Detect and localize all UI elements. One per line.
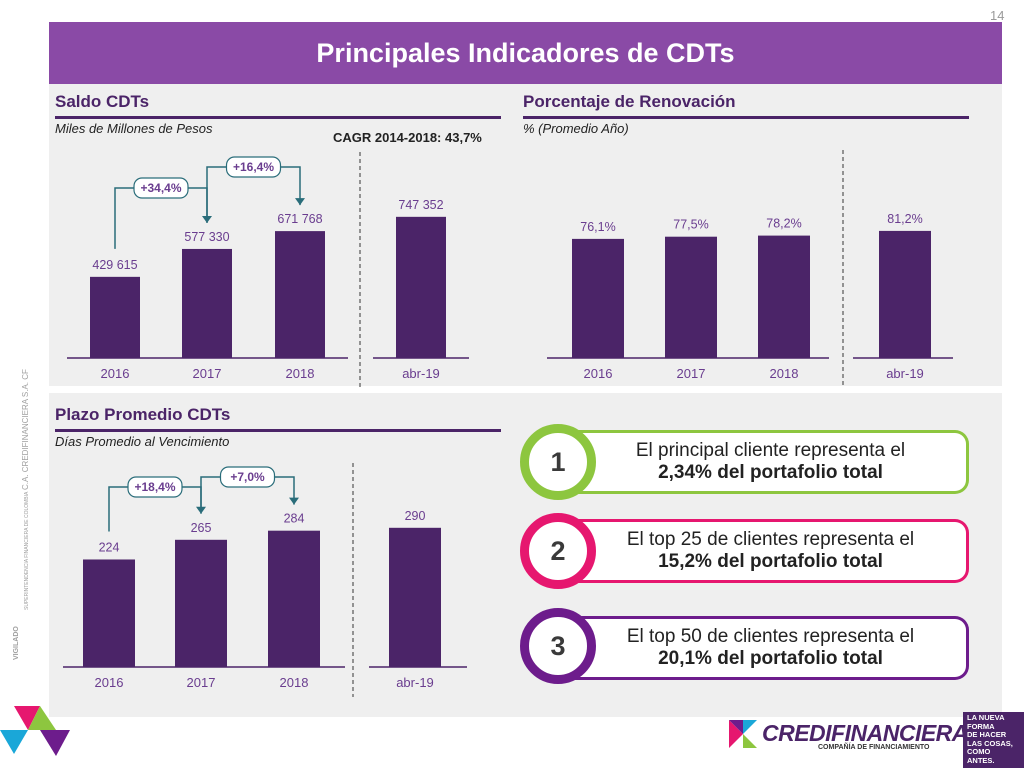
renovacion-value-label: 77,5% (673, 218, 708, 232)
saldo-growth-badge (225, 156, 282, 178)
renovacion-tick-label: abr-19 (886, 366, 924, 381)
saldo-bar (90, 276, 140, 358)
saldo-subtitle: Miles de Millones de Pesos (55, 121, 213, 136)
saldo-value-label: 671 768 (277, 212, 322, 226)
plazo-value-label: 224 (99, 540, 120, 554)
renovacion-bar (758, 235, 810, 358)
renovacion-value-label: 78,2% (766, 217, 801, 231)
renovacion-bar (879, 230, 931, 358)
saldo-bar (182, 248, 232, 358)
company-side-text: C.A. CREDIFINANCIERA S.A. CF (21, 369, 30, 490)
renovacion-underline (523, 116, 969, 119)
plazo-growth-label: +18,4% (134, 480, 175, 494)
renovacion-tick-label: 2017 (677, 366, 706, 381)
plazo-growth-arrowhead (289, 497, 299, 505)
highlight-2-line1: El top 25 de clientes representa el (626, 529, 915, 550)
slogan-line: COMO (967, 747, 991, 756)
highlight-2-number: 2 (550, 535, 566, 566)
plazo-growth-label: +7,0% (230, 470, 265, 484)
credifinanciera-logo-icon (729, 720, 757, 748)
saldo-tick-label: abr-19 (402, 366, 440, 381)
saldo-growth-badge (133, 177, 189, 199)
saldo-underline (55, 116, 501, 119)
plazo-bar (175, 539, 227, 667)
saldo-bar (275, 231, 325, 358)
saldo-tick-label: 2018 (286, 366, 315, 381)
highlight-3-line2: 20,1% del portafolio total (658, 648, 883, 669)
renovacion-bar (572, 238, 624, 358)
plazo-title: Plazo Promedio CDTs (55, 405, 231, 424)
highlight-badge-1: 1 (520, 424, 596, 500)
plazo-chart: 224 2016 265 2017 284 2018 290 abr-19 +18,4% +7,0… (63, 463, 467, 697)
highlight-badge-3: 3 (520, 608, 596, 684)
highlight-card-2: El top 25 de clientes representa el 15,2… (575, 519, 969, 583)
saldo-tick-label: 2016 (101, 366, 130, 381)
page-number: 14 (990, 8, 1005, 23)
slogan-line: LAS COSAS, (967, 738, 1013, 748)
renovacion-bar (665, 236, 717, 358)
highlight-1-line2: 2,34% del portafolio total (658, 462, 883, 483)
saldo-tick-label: 2017 (193, 366, 222, 381)
brand-name: CREDIFINANCIERA (762, 720, 968, 746)
renovacion-value-label: 81,2% (887, 212, 922, 226)
plazo-value-label: 284 (284, 512, 305, 526)
slogan-line: FORMA (967, 721, 995, 731)
plazo-growth-badge (219, 466, 276, 488)
saldo-bar (396, 216, 446, 358)
highlight-3-number: 3 (550, 630, 566, 661)
saldo-growth-arrowhead (295, 198, 305, 206)
renovacion-chart: 76,1% 2016 77,5% 2017 78,2% 2018 81,2% abr-19 (547, 150, 953, 388)
renovacion-tick-label: 2018 (770, 366, 799, 381)
saldo-growth-label: +34,4% (140, 181, 181, 195)
plazo-bar (389, 527, 441, 667)
plazo-tick-label: 2017 (187, 675, 216, 690)
highlight-card-1: El principal cliente representa el 2,34%… (575, 430, 969, 494)
highlight-3-line1: El top 50 de clientes representa el (626, 626, 915, 647)
title-bar: Principales Indicadores de CDTs (49, 22, 1002, 84)
saldo-growth-label: +16,4% (233, 160, 274, 174)
renovacion-subtitle: % (Promedio Año) (523, 121, 629, 136)
decorative-corner-logo (0, 706, 70, 756)
page-title: Principales Indicadores de CDTs (316, 37, 735, 68)
plazo-tick-label: 2018 (280, 675, 309, 690)
plazo-underline (55, 429, 501, 432)
plazo-value-label: 265 (191, 521, 212, 535)
plazo-value-label: 290 (405, 509, 426, 523)
plazo-bar (268, 530, 320, 667)
plazo-subtitle: Días Promedio al Vencimiento (55, 434, 230, 449)
saldo-chart: 429 615 2016 577 330 2017 671 768 2018 747 352… (67, 152, 469, 388)
vigilado-side-text: VIGILADO SUPERINTENDENCIA FINANCIERA DE … (13, 369, 30, 660)
renovacion-value-label: 76,1% (580, 220, 615, 234)
renovacion-tick-label: 2016 (584, 366, 613, 381)
plazo-bar (83, 559, 135, 667)
slogan-box: LA NUEVA FORMA DE HACER LAS COSAS, COMO … (963, 712, 1024, 768)
saldo-value-label: 429 615 (92, 258, 137, 272)
highlight-card-3: El top 50 de clientes representa el 20,1… (575, 616, 969, 680)
plazo-tick-label: 2016 (95, 675, 124, 690)
plazo-growth-badge (127, 476, 183, 498)
highlight-badge-2: 2 (520, 513, 596, 589)
vigilado-text: VIGILADO (13, 626, 20, 660)
saldo-value-label: 577 330 (184, 230, 229, 244)
brand-subtitle: COMPAÑÍA DE FINANCIAMIENTO (818, 744, 930, 751)
saldo-value-label: 747 352 (398, 198, 443, 212)
cagr-label: CAGR 2014-2018: 43,7% (333, 130, 482, 145)
saldo-title: Saldo CDTs (55, 92, 150, 111)
superintendencia-text: SUPERINTENDENCIA FINANCIERA DE COLOMBIA (24, 491, 30, 610)
slogan-line: LA NUEVA (967, 713, 1005, 722)
renovacion-title: Porcentaje de Renovación (523, 92, 736, 111)
slogan-line: DE HACER (967, 730, 1007, 739)
highlight-1-line1: El principal cliente representa el (635, 440, 906, 461)
highlight-2-line2: 15,2% del portafolio total (658, 551, 883, 572)
highlight-1-number: 1 (550, 446, 566, 477)
plazo-tick-label: abr-19 (396, 675, 434, 690)
slogan-line: ANTES. (967, 755, 995, 765)
